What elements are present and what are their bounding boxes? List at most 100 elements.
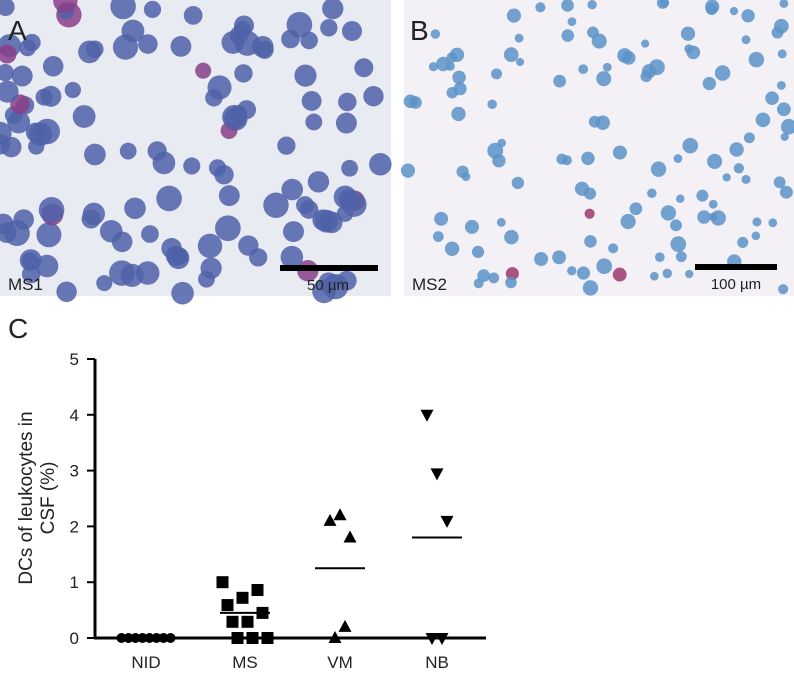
cell <box>56 281 77 302</box>
cell <box>741 35 751 45</box>
cells-a <box>0 0 392 305</box>
cell <box>777 49 787 59</box>
cell <box>318 272 339 293</box>
cell <box>648 59 665 76</box>
cell <box>675 251 687 263</box>
cell <box>647 188 657 198</box>
cell <box>741 174 751 184</box>
scale-label: 100 µm <box>711 276 761 293</box>
cell <box>0 0 15 17</box>
cell <box>282 221 305 243</box>
cell <box>354 58 374 78</box>
cell <box>307 171 330 193</box>
cell <box>207 75 232 100</box>
cell <box>696 189 709 202</box>
cell <box>511 176 525 190</box>
cell <box>553 74 567 88</box>
cell <box>171 247 189 265</box>
cell <box>121 19 145 43</box>
cell <box>779 0 789 8</box>
data-point <box>241 615 254 628</box>
cell <box>534 252 549 267</box>
cell <box>471 245 485 258</box>
cell <box>369 152 392 176</box>
scale-label: 50 µm <box>307 277 349 294</box>
cell <box>1 136 22 158</box>
data-point <box>420 409 434 422</box>
cell <box>662 268 673 279</box>
cell <box>741 9 755 23</box>
cell <box>84 143 106 166</box>
cell <box>36 222 62 248</box>
cell <box>296 196 315 215</box>
y-tick-label: 2 <box>70 517 79 536</box>
data-point <box>333 508 347 521</box>
cell <box>40 85 62 107</box>
data-point <box>440 515 454 528</box>
cell <box>779 185 793 199</box>
cell <box>286 11 313 38</box>
cell <box>171 281 194 305</box>
cell <box>722 173 731 182</box>
cell <box>708 199 718 209</box>
cell <box>733 163 745 174</box>
cell <box>620 213 636 230</box>
x-tick-label: NID <box>131 653 160 672</box>
y-axis-title-line: DCs of leukocytes in <box>16 411 37 584</box>
scale-bar <box>695 264 777 270</box>
cell <box>621 51 636 65</box>
cell <box>195 62 212 79</box>
cell <box>53 0 78 14</box>
x-tick-label: VM <box>327 653 353 672</box>
cell <box>584 208 595 219</box>
data-point <box>236 591 249 604</box>
cell <box>281 178 304 201</box>
cell <box>654 252 665 263</box>
y-axis-title-line: CSF (%) <box>38 462 59 535</box>
cell <box>702 76 716 91</box>
data-point <box>226 615 239 628</box>
cell <box>451 106 466 122</box>
cell <box>748 51 765 68</box>
cell <box>503 47 519 63</box>
cell <box>183 6 203 25</box>
panel-letter: C <box>8 313 28 344</box>
data-point <box>251 584 264 597</box>
cell <box>535 2 546 13</box>
cell <box>147 141 167 161</box>
cell <box>408 96 419 106</box>
cell <box>333 185 357 209</box>
cell <box>680 26 696 41</box>
cell <box>650 271 659 281</box>
cell <box>670 236 687 253</box>
cell <box>561 0 574 12</box>
cell <box>612 267 627 282</box>
cell <box>0 44 17 64</box>
cell <box>602 62 612 72</box>
data-point <box>261 632 274 644</box>
cell <box>25 122 46 143</box>
cell <box>234 64 253 83</box>
cell <box>516 57 525 67</box>
cell <box>773 176 786 189</box>
cell <box>86 40 104 58</box>
cell <box>596 258 613 275</box>
cell <box>487 142 504 159</box>
sample-label: MS1 <box>8 275 43 294</box>
cell <box>751 231 761 241</box>
cell <box>0 80 19 103</box>
cell <box>453 82 467 96</box>
cell <box>729 6 739 16</box>
cell <box>705 0 720 14</box>
cell <box>449 47 465 62</box>
cell <box>629 202 643 216</box>
cell <box>574 181 590 196</box>
cell <box>238 235 259 256</box>
cell <box>464 219 479 234</box>
cell <box>434 211 449 226</box>
cell <box>21 252 39 270</box>
cell <box>198 270 215 288</box>
cell <box>682 137 699 154</box>
y-tick-label: 0 <box>70 629 79 648</box>
